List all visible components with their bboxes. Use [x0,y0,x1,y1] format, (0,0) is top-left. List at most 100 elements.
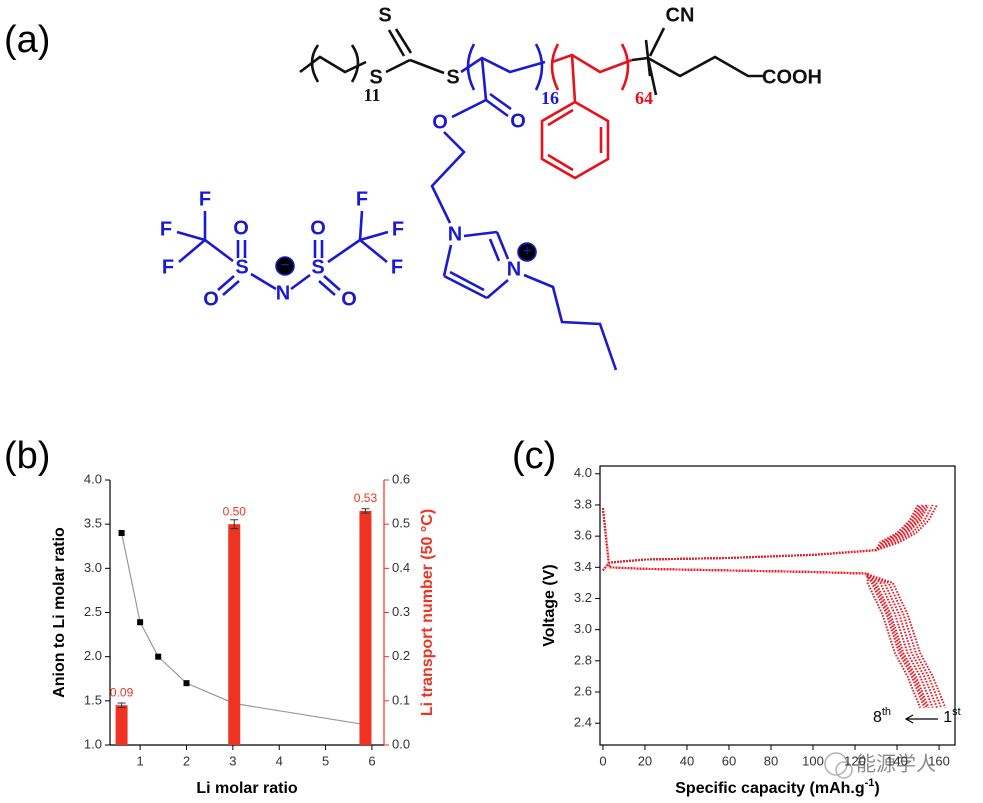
arrow [904,714,938,724]
x-tick-label: 120 [844,753,866,768]
panel-label: (b) [4,435,50,477]
bonds-blue [176,43,618,371]
atom: S [235,256,248,278]
curve [601,507,926,708]
watermark-text: 能源学人 [856,752,936,775]
y-axis-title: Anion to Li molar ratio [51,527,68,698]
annotation: 8th [873,706,891,726]
annotation-text: 8 [873,709,882,726]
atom: F [392,218,404,240]
curve [602,504,934,572]
x-tick-label: 2 [183,753,190,768]
curve [602,504,919,572]
x-tick-label: 5 [322,753,329,768]
x-tick-label: 4 [276,753,283,768]
y-tick-label: 3.0 [574,621,592,636]
curve [602,504,926,572]
y2-tick-label: 0.0 [392,736,410,751]
x-tick-label: 100 [802,753,824,768]
y2-tick-label: 0.5 [392,516,410,531]
y-tick-label: 3.6 [574,528,592,543]
error-bar [361,508,370,514]
x-tick-label: 0 [599,753,606,768]
y-tick-label: 3.5 [84,516,102,531]
x-tick-label: 60 [722,753,736,768]
y-tick-label: 2.0 [84,648,102,663]
atom: O [341,288,357,310]
atom: O [310,217,326,239]
bonds-black [299,27,765,96]
curve [602,504,928,572]
marker [118,530,125,536]
x-axis-title: Li molar ratio [196,780,298,797]
marker [137,619,144,626]
atom: S [378,4,391,26]
y2-tick-label: 0.4 [392,560,410,575]
y2-tick-label: 0.6 [392,471,410,486]
y-tick-label: 2.4 [574,715,592,730]
atom: N [276,282,290,304]
x-tick-label: 140 [886,753,908,768]
atom: O [203,288,219,310]
bar [228,524,241,745]
marker [155,653,162,660]
y-tick-label: 3.0 [84,560,102,575]
y-tick-label: 2.8 [574,652,592,667]
line [121,532,366,726]
atom: O [510,110,526,132]
y2-tick-label: 0.2 [392,648,410,663]
curve [601,507,922,708]
atom: S [369,66,382,88]
x-tick-label: 80 [764,753,778,768]
curve [601,507,947,708]
plot-frame [599,465,956,746]
bonds-red [540,43,633,180]
y-tick-label: 4.0 [574,465,592,480]
atom: F [199,188,211,210]
curve [601,507,943,708]
y-tick-label: 1.5 [84,692,102,707]
chart: 1 2 3 4 5 6 1.0 1.5 2.0 2.5 3.0 3.5 4.0 0.0 0.1 0.2 0.3 0… [51,471,436,797]
annotation: 1st [943,706,960,726]
annotation-sup: st [952,706,961,718]
atom: F [162,256,174,278]
panel-label: (c) [512,435,556,477]
charge: − [280,257,289,274]
structure: S S 11 S CN COOH O O 16 64 N N + F F F S… [160,4,822,371]
atom: O [233,217,249,239]
y-tick-label: 2.5 [84,604,102,619]
bar [359,510,372,745]
x-tick-label: 20 [638,753,652,768]
atom: F [356,188,368,210]
marker [183,680,190,687]
y-axis-title: Voltage (V) [541,564,558,646]
value-label: 0.53 [354,491,378,505]
curve [602,504,930,572]
atom: N [507,258,521,280]
subscript: 11 [363,85,380,105]
atom: COOH [762,66,822,88]
value-label: 0.50 [223,504,247,518]
x-axis-title-part: Specific capacity (mAh.g [675,780,864,797]
subscript: 64 [635,88,653,108]
y-tick-label: 3.4 [574,559,592,574]
curve [602,504,922,572]
atom: S [311,256,324,278]
atom: N [448,223,462,245]
atom: F [391,256,403,278]
charge: + [522,243,531,260]
x-axis-title-part: ) [874,780,879,797]
y2-axis-title: Li transport number (50 °C) [419,509,436,716]
curve [601,507,928,708]
subscript: 16 [541,88,559,108]
x-tick-label: 3 [229,753,236,768]
annotation-sup: th [882,706,891,718]
y-tick-label: 3.2 [574,590,592,605]
x-tick-label: 160 [928,753,950,768]
chart: 0 20 40 60 80 100 120 140 160 2.4 2.6 2.8 3.0 3.2 3.4 3… [541,465,961,797]
atom: O [432,111,448,133]
annotation-text: 1 [943,709,952,726]
x-tick-label: 40 [680,753,694,768]
watermark: 能源学人 [824,752,936,779]
